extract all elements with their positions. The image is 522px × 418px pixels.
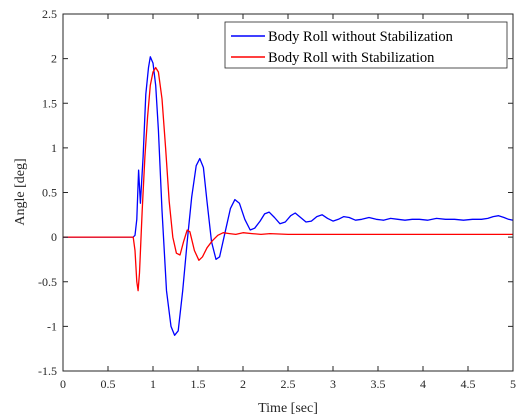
series-line-without-stabilization	[63, 56, 514, 336]
y-ticks: -1.5 -1 -0.5 0 0.5 1 1.5 2 2.5	[38, 7, 513, 378]
y-tick-label: 2.5	[42, 7, 57, 21]
x-tick-label: 1	[150, 377, 156, 391]
x-tick-label: 4.5	[461, 377, 476, 391]
x-axis-label: Time [sec]	[258, 401, 318, 416]
y-tick-label: -0.5	[38, 275, 57, 289]
legend-label-with-stabilization: Body Roll with Stabilization	[268, 50, 435, 66]
x-tick-label: 3.5	[371, 377, 386, 391]
x-tick-label: 2.5	[281, 377, 296, 391]
legend-box	[224, 21, 508, 69]
x-tick-label: 3	[330, 377, 336, 391]
y-tick-label: 1	[51, 141, 57, 155]
x-tick-label: 0.5	[101, 377, 116, 391]
y-tick-label: 0	[51, 230, 57, 244]
y-tick-label: 0.5	[42, 186, 57, 200]
x-ticks: 0 0.5 1 1.5 2 2.5 3 3.5 4 4.5 5	[60, 14, 516, 391]
y-tick-label: 1.5	[42, 96, 57, 110]
series-group	[63, 56, 514, 336]
x-tick-label: 5	[510, 377, 516, 391]
legend-label-without-stabilization: Body Roll without Stabilization	[268, 29, 454, 45]
series-line-with-stabilization	[63, 66, 513, 292]
legend: Body Roll without Stabilization Body Rol…	[224, 21, 508, 69]
y-tick-label: -1.5	[38, 364, 57, 378]
y-tick-label: 2	[51, 52, 57, 66]
x-tick-label: 0	[60, 377, 66, 391]
y-axis-label: Angle [deg]	[13, 158, 28, 225]
y-tick-label: -1	[47, 319, 57, 333]
x-tick-label: 4	[420, 377, 426, 391]
x-tick-label: 1.5	[191, 377, 206, 391]
x-tick-label: 2	[240, 377, 246, 391]
